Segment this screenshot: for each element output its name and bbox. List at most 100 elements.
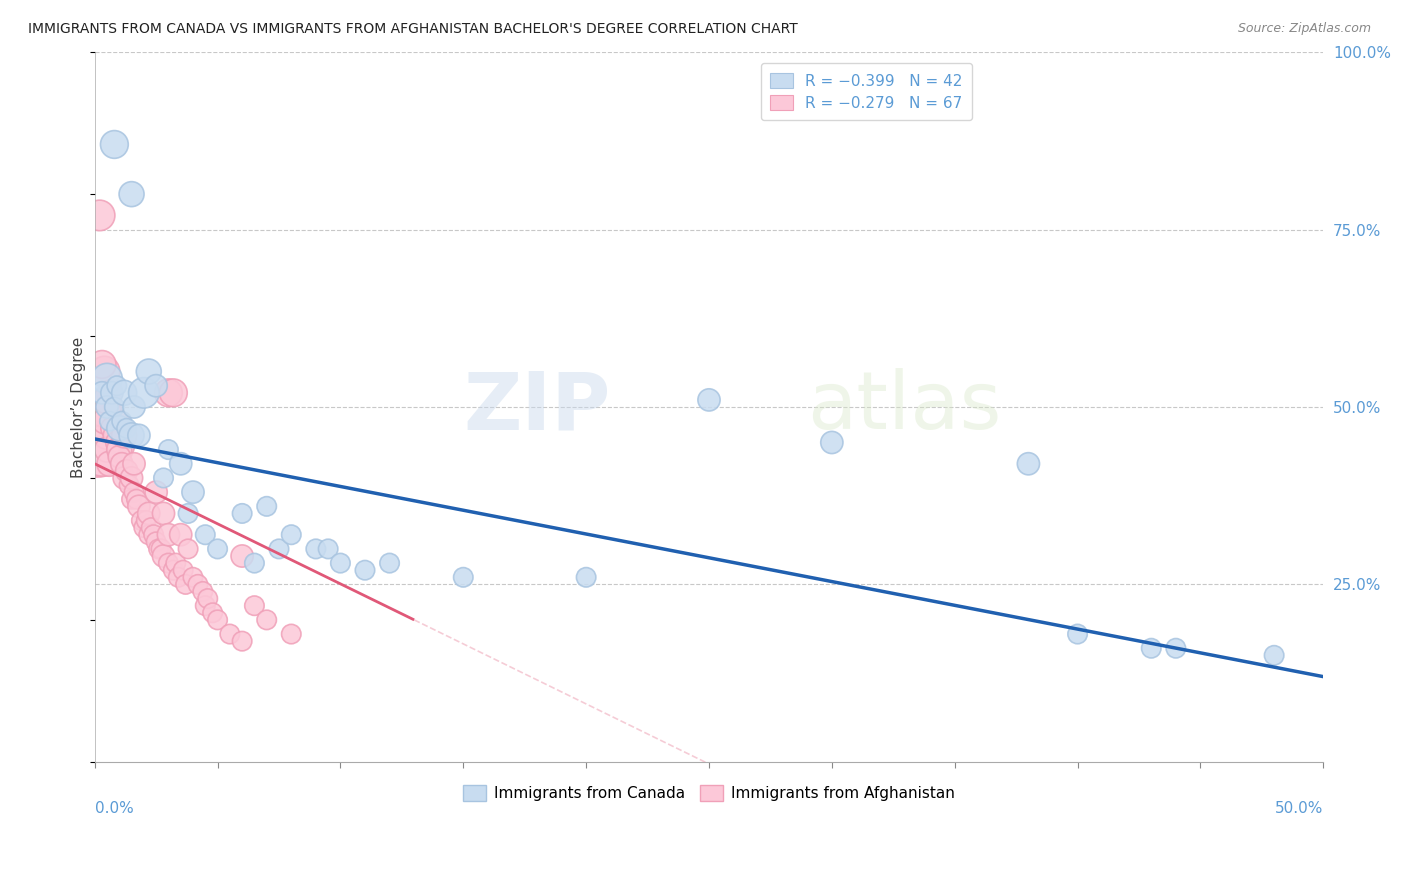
Text: IMMIGRANTS FROM CANADA VS IMMIGRANTS FROM AFGHANISTAN BACHELOR'S DEGREE CORRELAT: IMMIGRANTS FROM CANADA VS IMMIGRANTS FRO… <box>28 22 797 37</box>
Point <box>108 421 131 435</box>
Point <box>821 435 844 450</box>
Point <box>1017 457 1039 471</box>
Point <box>103 400 125 414</box>
Point <box>105 435 128 450</box>
Point <box>93 414 115 428</box>
Point <box>128 428 150 442</box>
Point <box>141 521 163 535</box>
Point <box>152 549 174 563</box>
Point <box>243 599 266 613</box>
Point <box>101 385 124 400</box>
Point <box>138 365 160 379</box>
Point <box>172 563 194 577</box>
Point <box>93 365 115 379</box>
Point <box>181 485 204 500</box>
Point <box>142 527 165 541</box>
Point <box>101 421 124 435</box>
Point <box>170 527 193 541</box>
Point <box>122 485 145 500</box>
Point <box>96 442 118 457</box>
Point <box>108 450 131 464</box>
Point <box>1164 641 1187 656</box>
Point <box>218 627 240 641</box>
Point <box>115 464 138 478</box>
Point <box>112 428 135 442</box>
Text: 0.0%: 0.0% <box>94 801 134 816</box>
Point <box>125 492 148 507</box>
Point <box>148 541 170 556</box>
Point <box>135 514 157 528</box>
Point <box>91 385 114 400</box>
Point <box>157 385 180 400</box>
Point <box>1263 648 1285 663</box>
Point <box>98 385 121 400</box>
Point <box>354 563 377 577</box>
Point <box>91 450 114 464</box>
Point <box>162 385 184 400</box>
Point <box>157 527 180 541</box>
Point <box>132 385 155 400</box>
Point <box>112 385 135 400</box>
Point <box>157 442 180 457</box>
Point <box>575 570 598 584</box>
Point <box>316 541 339 556</box>
Point <box>132 521 155 535</box>
Point <box>89 442 111 457</box>
Point <box>1140 641 1163 656</box>
Point <box>122 457 145 471</box>
Point <box>128 500 150 514</box>
Point <box>697 392 720 407</box>
Point <box>93 400 115 414</box>
Point <box>152 471 174 485</box>
Point <box>280 627 302 641</box>
Point <box>108 442 131 457</box>
Point <box>162 563 184 577</box>
Point <box>96 428 118 442</box>
Point <box>243 556 266 570</box>
Point <box>231 634 253 648</box>
Point <box>98 457 121 471</box>
Text: Source: ZipAtlas.com: Source: ZipAtlas.com <box>1237 22 1371 36</box>
Point <box>187 577 209 591</box>
Point <box>305 541 328 556</box>
Point <box>138 527 160 541</box>
Text: ZIP: ZIP <box>464 368 610 446</box>
Point <box>115 421 138 435</box>
Point <box>201 606 224 620</box>
Point <box>453 570 475 584</box>
Text: atlas: atlas <box>807 368 1001 446</box>
Point <box>96 371 118 385</box>
Point <box>103 137 125 152</box>
Y-axis label: Bachelor’s Degree: Bachelor’s Degree <box>72 336 86 477</box>
Point <box>105 378 128 392</box>
Point <box>181 570 204 584</box>
Point <box>96 392 118 407</box>
Point <box>122 400 145 414</box>
Point <box>152 507 174 521</box>
Point <box>191 584 214 599</box>
Point <box>103 428 125 442</box>
Point <box>1066 627 1088 641</box>
Point <box>329 556 352 570</box>
Point <box>138 507 160 521</box>
Point <box>194 599 217 613</box>
Point <box>121 471 143 485</box>
Point <box>177 507 200 521</box>
Point <box>91 358 114 372</box>
Point <box>231 507 253 521</box>
Point <box>231 549 253 563</box>
Point <box>145 485 167 500</box>
Point <box>96 400 118 414</box>
Point <box>111 457 134 471</box>
Point <box>378 556 401 570</box>
Point <box>280 527 302 541</box>
Point <box>165 556 187 570</box>
Point <box>167 570 190 584</box>
Point <box>111 414 134 428</box>
Point <box>150 541 173 556</box>
Point <box>267 541 290 556</box>
Text: 50.0%: 50.0% <box>1275 801 1323 816</box>
Point <box>121 492 143 507</box>
Point <box>98 414 121 428</box>
Point <box>157 556 180 570</box>
